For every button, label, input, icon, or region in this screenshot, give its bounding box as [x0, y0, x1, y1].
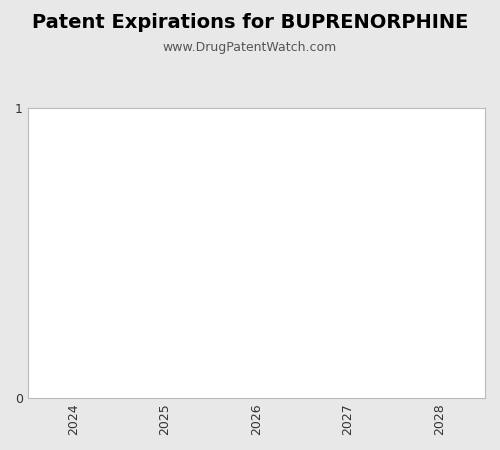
Text: Patent Expirations for BUPRENORPHINE: Patent Expirations for BUPRENORPHINE: [32, 14, 468, 32]
Text: www.DrugPatentWatch.com: www.DrugPatentWatch.com: [163, 40, 337, 54]
